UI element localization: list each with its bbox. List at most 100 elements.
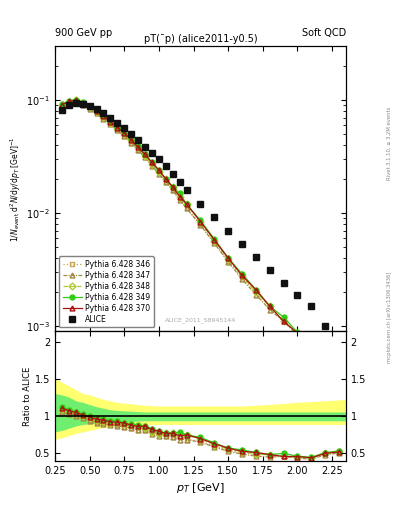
Pythia 6.428 349 bbox=[253, 287, 258, 293]
Pythia 6.428 370 bbox=[295, 330, 300, 336]
Pythia 6.428 349 bbox=[129, 136, 134, 142]
ALICE bbox=[143, 144, 147, 151]
Pythia 6.428 348 bbox=[150, 161, 154, 167]
Pythia 6.428 349 bbox=[184, 201, 189, 207]
Pythia 6.428 347 bbox=[73, 99, 78, 105]
Pythia 6.428 346 bbox=[60, 103, 64, 110]
Pythia 6.428 349 bbox=[163, 176, 168, 182]
ALICE bbox=[309, 303, 314, 309]
ALICE bbox=[94, 106, 99, 112]
Pythia 6.428 346 bbox=[129, 139, 134, 145]
ALICE bbox=[129, 131, 134, 137]
ALICE bbox=[108, 115, 113, 121]
Pythia 6.428 370 bbox=[177, 194, 182, 200]
Pythia 6.428 370 bbox=[240, 272, 244, 279]
Text: 900 GeV pp: 900 GeV pp bbox=[55, 28, 112, 38]
ALICE bbox=[177, 179, 182, 185]
Pythia 6.428 347 bbox=[60, 104, 64, 110]
Pythia 6.428 348 bbox=[66, 99, 71, 105]
Pythia 6.428 348 bbox=[171, 184, 175, 190]
ALICE bbox=[336, 337, 341, 343]
Text: Soft QCD: Soft QCD bbox=[301, 28, 346, 38]
Line: Pythia 6.428 348: Pythia 6.428 348 bbox=[59, 98, 342, 375]
ALICE bbox=[122, 125, 127, 132]
Pythia 6.428 347 bbox=[177, 197, 182, 203]
Pythia 6.428 370 bbox=[115, 124, 120, 131]
Pythia 6.428 349 bbox=[136, 143, 140, 150]
Pythia 6.428 370 bbox=[212, 237, 217, 243]
Line: Pythia 6.428 346: Pythia 6.428 346 bbox=[59, 99, 342, 373]
Pythia 6.428 349 bbox=[115, 124, 120, 130]
Pythia 6.428 349 bbox=[122, 130, 127, 136]
Pythia 6.428 346 bbox=[253, 289, 258, 295]
Pythia 6.428 370 bbox=[94, 108, 99, 114]
Pythia 6.428 346 bbox=[101, 115, 106, 121]
ALICE bbox=[171, 171, 175, 177]
Pythia 6.428 348 bbox=[336, 369, 341, 375]
ALICE bbox=[60, 106, 64, 113]
Pythia 6.428 346 bbox=[281, 318, 286, 325]
Pythia 6.428 347 bbox=[212, 240, 217, 246]
Pythia 6.428 370 bbox=[267, 303, 272, 309]
ALICE bbox=[198, 201, 203, 207]
Pythia 6.428 346 bbox=[143, 155, 147, 161]
Pythia 6.428 347 bbox=[108, 121, 113, 127]
Pythia 6.428 348 bbox=[143, 153, 147, 159]
ALICE bbox=[212, 214, 217, 220]
ALICE bbox=[115, 120, 120, 126]
ALICE bbox=[66, 102, 71, 108]
Pythia 6.428 348 bbox=[136, 144, 140, 151]
Pythia 6.428 347 bbox=[80, 101, 85, 108]
Pythia 6.428 348 bbox=[177, 194, 182, 200]
Pythia 6.428 370 bbox=[156, 167, 161, 173]
Pythia 6.428 349 bbox=[60, 101, 64, 107]
Pythia 6.428 370 bbox=[122, 130, 127, 136]
Pythia 6.428 348 bbox=[87, 104, 92, 110]
Text: mcplots.cern.ch [arXiv:1306.3436]: mcplots.cern.ch [arXiv:1306.3436] bbox=[387, 272, 392, 363]
Pythia 6.428 347 bbox=[136, 147, 140, 153]
Pythia 6.428 347 bbox=[163, 179, 168, 185]
Pythia 6.428 347 bbox=[150, 163, 154, 169]
Pythia 6.428 348 bbox=[115, 124, 120, 131]
Pythia 6.428 370 bbox=[323, 357, 327, 363]
Pythia 6.428 348 bbox=[122, 131, 127, 137]
Pythia 6.428 348 bbox=[156, 169, 161, 175]
Pythia 6.428 349 bbox=[226, 255, 230, 261]
Pythia 6.428 347 bbox=[198, 222, 203, 228]
Pythia 6.428 349 bbox=[87, 102, 92, 109]
Pythia 6.428 347 bbox=[94, 111, 99, 117]
Pythia 6.428 349 bbox=[323, 356, 327, 362]
Pythia 6.428 347 bbox=[267, 307, 272, 313]
Pythia 6.428 347 bbox=[101, 116, 106, 122]
Pythia 6.428 349 bbox=[267, 303, 272, 309]
Pythia 6.428 349 bbox=[108, 118, 113, 124]
Pythia 6.428 347 bbox=[281, 318, 286, 325]
Pythia 6.428 370 bbox=[108, 119, 113, 125]
Pythia 6.428 349 bbox=[80, 99, 85, 105]
ALICE bbox=[80, 100, 85, 106]
Pythia 6.428 370 bbox=[66, 98, 71, 104]
Text: Rivet 3.1.10, ≥ 3.2M events: Rivet 3.1.10, ≥ 3.2M events bbox=[387, 106, 392, 180]
Title: pT(¯p) (alice2011-y0.5): pT(¯p) (alice2011-y0.5) bbox=[143, 34, 257, 44]
Pythia 6.428 347 bbox=[129, 139, 134, 145]
Pythia 6.428 346 bbox=[323, 357, 327, 363]
Pythia 6.428 349 bbox=[156, 167, 161, 173]
Pythia 6.428 346 bbox=[87, 105, 92, 111]
Pythia 6.428 370 bbox=[150, 159, 154, 165]
ALICE bbox=[226, 227, 230, 233]
Pythia 6.428 349 bbox=[73, 96, 78, 102]
Pythia 6.428 348 bbox=[212, 238, 217, 244]
Pythia 6.428 346 bbox=[184, 205, 189, 211]
ALICE bbox=[281, 280, 286, 286]
ALICE bbox=[136, 137, 140, 143]
Pythia 6.428 370 bbox=[309, 344, 314, 350]
Pythia 6.428 349 bbox=[150, 159, 154, 165]
Pythia 6.428 347 bbox=[253, 291, 258, 297]
Pythia 6.428 370 bbox=[80, 99, 85, 105]
Pythia 6.428 370 bbox=[101, 113, 106, 119]
Pythia 6.428 370 bbox=[198, 219, 203, 225]
Pythia 6.428 348 bbox=[101, 114, 106, 120]
Pythia 6.428 348 bbox=[94, 109, 99, 115]
Pythia 6.428 370 bbox=[136, 144, 140, 151]
Pythia 6.428 346 bbox=[136, 147, 140, 153]
